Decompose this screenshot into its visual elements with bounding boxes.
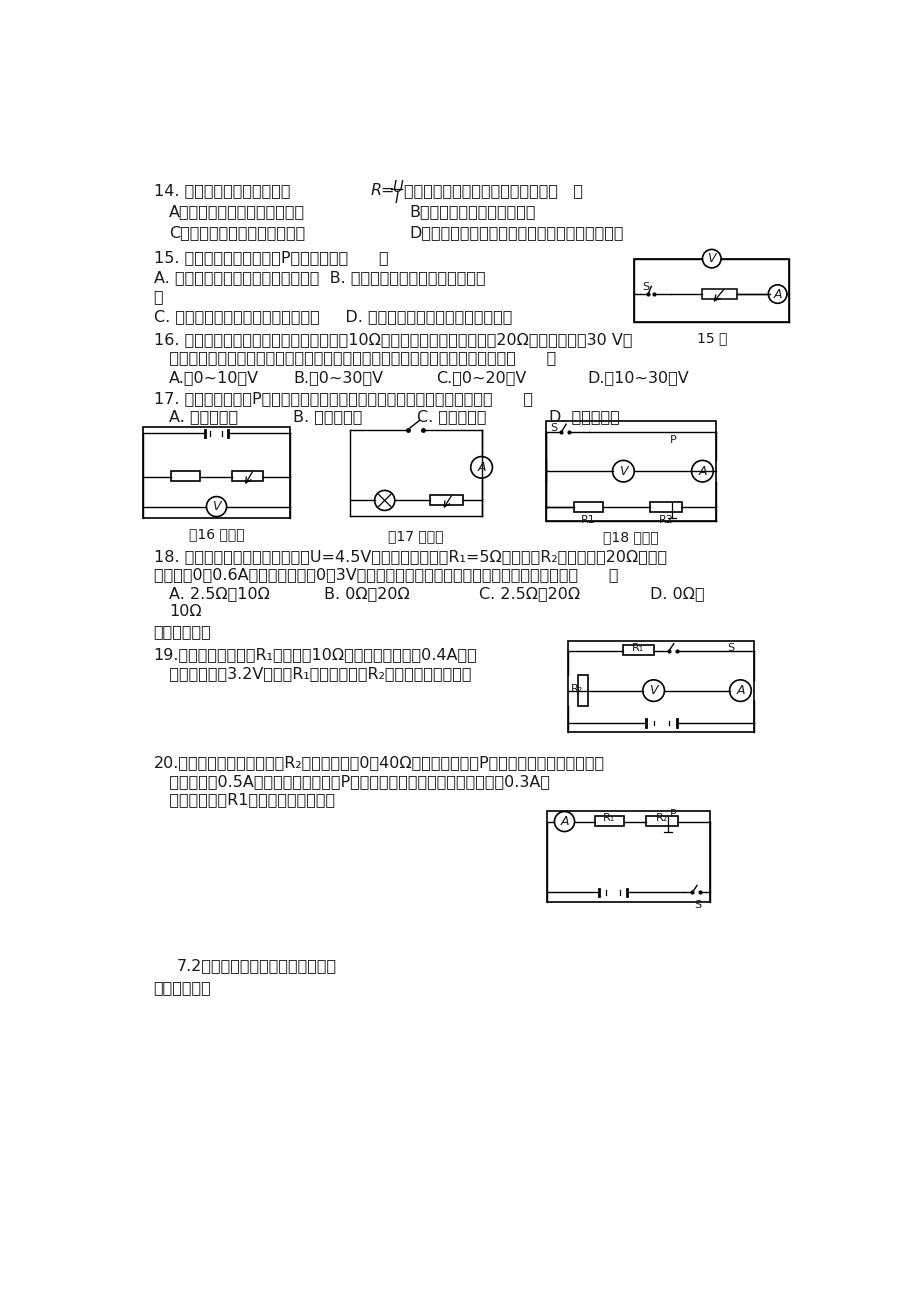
Circle shape [554, 811, 574, 832]
Text: 15. 如图所示电路，当滑片P向左移动时（      ）: 15. 如图所示电路，当滑片P向左移动时（ ） [153, 250, 388, 266]
Text: V: V [649, 684, 657, 697]
Circle shape [471, 457, 492, 478]
Bar [171, 471, 200, 482]
Text: （17 题图）: （17 题图） [388, 529, 443, 543]
Text: S: S [726, 643, 733, 652]
Text: B．当电流增大时，电阻减小: B．当电流增大时，电阻减小 [409, 204, 536, 219]
Text: R₂: R₂ [655, 812, 667, 823]
Text: C. 2.5Ω～20Ω: C. 2.5Ω～20Ω [479, 586, 580, 602]
Text: U: U [392, 180, 403, 195]
Circle shape [374, 491, 394, 510]
Text: A. 电流表示数变大，电压表示数变小  B. 电流表示数变大，电压表示数变: A. 电流表示数变大，电压表示数变小 B. 电流表示数变大，电压表示数变 [153, 271, 485, 285]
Text: 10Ω: 10Ω [169, 604, 201, 618]
Text: D. 变小、变暗: D. 变小、变暗 [549, 409, 619, 423]
Text: A. 2.5Ω～10Ω: A. 2.5Ω～10Ω [169, 586, 270, 602]
Text: I: I [394, 191, 399, 206]
Text: 表量程为0～0.6A，电压表量程为0～3V，为保证电表安全，变阻器连入电路的阻值范围是（      ）: 表量程为0～0.6A，电压表量程为0～3V，为保证电表安全，变阻器连入电路的阻值… [153, 568, 618, 582]
Circle shape [702, 250, 720, 268]
Text: 7.2欧姆定律及其应用（并联部分）: 7.2欧姆定律及其应用（并联部分） [176, 958, 336, 974]
Text: 三．计算题：: 三．计算题： [153, 625, 211, 639]
Bar [545, 421, 716, 521]
Circle shape [612, 461, 633, 482]
Text: V: V [212, 500, 221, 513]
Circle shape [691, 461, 712, 482]
Text: R₂: R₂ [570, 685, 583, 694]
Bar [649, 503, 682, 512]
Text: V: V [618, 465, 627, 478]
Text: （16 题图）: （16 题图） [188, 527, 244, 542]
Circle shape [767, 285, 786, 303]
Text: R₁: R₁ [631, 643, 643, 652]
Circle shape [729, 680, 751, 702]
Text: 17. 如图所示当滑片P向右移动时，则电流表示数和灯泡亮度的变化分别是（      ）: 17. 如图所示当滑片P向右移动时，则电流表示数和灯泡亮度的变化分别是（ ） [153, 391, 532, 406]
Text: D.（10~30）V: D.（10~30）V [587, 370, 688, 385]
Text: 20.如图所示的电路，变阻器R₂的阻值范围为0～40Ω，当变阻器滑片P移至变阻器的中点时，电流: 20.如图所示的电路，变阻器R₂的阻值范围为0～40Ω，当变阻器滑片P移至变阻器… [153, 755, 604, 771]
Text: D．电阻由导体本身性质决定，与电流、电压无关: D．电阻由导体本身性质决定，与电流、电压无关 [409, 225, 623, 241]
Bar [645, 816, 677, 827]
Text: A: A [735, 684, 743, 697]
Circle shape [206, 496, 226, 517]
Text: B. 0Ω～20Ω: B. 0Ω～20Ω [323, 586, 410, 602]
Text: 。对电阻的理解，你认为正确的是（   ）: 。对电阻的理解，你认为正确的是（ ） [403, 184, 583, 198]
Bar [142, 427, 289, 518]
Text: 19.如右图所示电路：R₁的阻值为10Ω，电流表的示数为0.4A，电: 19.如右图所示电路：R₁的阻值为10Ω，电流表的示数为0.4A，电 [153, 647, 477, 663]
Text: B. 变大、变亮: B. 变大、变亮 [293, 409, 362, 423]
Text: C. 变小、变亮: C. 变小、变亮 [417, 409, 486, 423]
Bar [232, 471, 263, 482]
Text: C．当电压为零时，电阻也为零: C．当电压为零时，电阻也为零 [169, 225, 305, 241]
Text: B.（0~30）V: B.（0~30）V [293, 370, 383, 385]
Text: A. 变大、变暗: A. 变大、变暗 [169, 409, 238, 423]
Text: S: S [641, 281, 649, 292]
Text: C.（0~20）V: C.（0~20）V [437, 370, 527, 385]
Text: R₁: R₁ [603, 812, 615, 823]
Text: A: A [477, 461, 485, 474]
Bar [573, 503, 603, 512]
Text: 求：定值电阻R1的阻值和电源电压。: 求：定值电阻R1的阻值和电源电压。 [153, 792, 335, 807]
Text: D. 0Ω～: D. 0Ω～ [649, 586, 704, 602]
Text: （18 题图）: （18 题图） [603, 530, 658, 544]
Text: C. 电流表示数变小，电压表示数变小     D. 电流表示数变小，电压表示数变大: C. 电流表示数变小，电压表示数变小 D. 电流表示数变小，电压表示数变大 [153, 309, 512, 324]
Text: V: V [707, 253, 715, 266]
Text: A．当电压增大时，电阻也增大: A．当电压增大时，电阻也增大 [169, 204, 305, 219]
Text: 一．填空题：: 一．填空题： [153, 980, 211, 995]
Text: 15 题: 15 题 [696, 331, 726, 345]
Bar [577, 676, 587, 706]
Bar [633, 259, 789, 322]
Text: 16. 某同学连接电路如图所示，定值电阻为10Ω，滑动变阻器的最大电阻为20Ω，电源电压为30 V，: 16. 某同学连接电路如图所示，定值电阻为10Ω，滑动变阻器的最大电阻为20Ω，… [153, 332, 631, 346]
Text: R1: R1 [581, 516, 596, 525]
Text: 表的示数为0.5A，那么当变阻器滑片P移至阻值最大位置时，电流表的示数0.3A，: 表的示数为0.5A，那么当变阻器滑片P移至阻值最大位置时，电流表的示数0.3A， [153, 773, 550, 789]
Text: 18. 如图所示的电路中，电源电压U=4.5V且保持不变。电阻R₁=5Ω，变阻器R₂的最大值为20Ω，电流: 18. 如图所示的电路中，电源电压U=4.5V且保持不变。电阻R₁=5Ω，变阻器… [153, 549, 666, 564]
Bar [547, 811, 709, 901]
Text: 大: 大 [153, 289, 164, 303]
Text: A: A [560, 815, 568, 828]
Text: =: = [380, 184, 393, 198]
Text: S: S [550, 423, 557, 432]
Circle shape [642, 680, 664, 702]
Text: S: S [694, 900, 701, 910]
Text: R2: R2 [658, 516, 673, 525]
Bar [701, 289, 736, 298]
Text: A.（0~10）V: A.（0~10）V [169, 370, 259, 385]
Text: 压表的示数为3.2V。求：R₁两端的电压，R₂的阻值及电源电压。: 压表的示数为3.2V。求：R₁两端的电压，R₂的阻值及电源电压。 [153, 667, 471, 681]
Text: P: P [669, 810, 675, 819]
Text: 该同学将滑动变阻器的滑动片在可能的范围内滑动时，电压表的示数变化范围是（      ）: 该同学将滑动变阻器的滑动片在可能的范围内滑动时，电压表的示数变化范围是（ ） [153, 350, 555, 366]
Text: A: A [698, 465, 706, 478]
Text: P: P [669, 435, 675, 445]
Bar [430, 495, 462, 505]
Bar [568, 642, 754, 732]
Text: 14. 从欧姆定律可以导出公式: 14. 从欧姆定律可以导出公式 [153, 184, 289, 198]
Bar [594, 816, 623, 827]
Text: A: A [773, 288, 781, 301]
Text: R: R [370, 184, 381, 198]
Bar [622, 646, 652, 655]
